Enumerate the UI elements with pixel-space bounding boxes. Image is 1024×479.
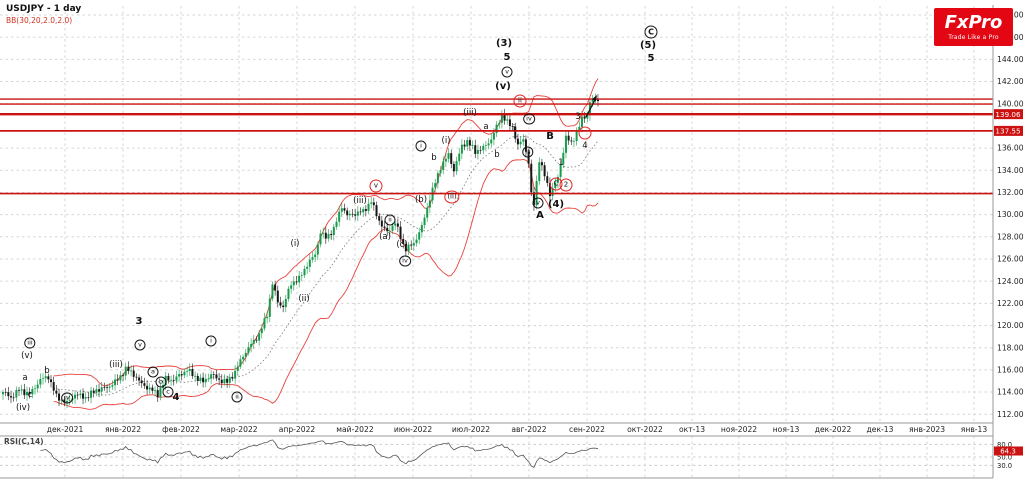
price-tick-label: 136.00: [997, 144, 1024, 153]
date-tick-label: янв-13: [961, 425, 988, 434]
price-tick-label: 124.00: [997, 277, 1024, 286]
date-tick-label: сен-2022: [569, 425, 605, 434]
rsi-tick-label: 50.0: [997, 453, 1012, 461]
bollinger-layer: [53, 78, 599, 410]
date-tick-label: дек-2022: [815, 425, 852, 434]
candles-layer: [2, 93, 599, 409]
price-tick-label: 126.00: [997, 255, 1024, 264]
price-tick-label: 118.00: [997, 343, 1024, 352]
price-tick-label: 114.00: [997, 388, 1024, 397]
date-tick-label: янв-2023: [909, 425, 945, 434]
date-tick-label: окт-13: [679, 425, 705, 434]
date-tick-label: май-2022: [336, 425, 374, 434]
date-tick-label: янв-2022: [105, 425, 141, 434]
date-tick-label: мар-2022: [220, 425, 257, 434]
price-tick-label: 132.00: [997, 188, 1024, 197]
projection-arrow-head: [591, 95, 597, 102]
grid-layer: [0, 6, 993, 478]
price-tick-label: 140.00: [997, 99, 1024, 108]
date-tick-label: ноя-13: [773, 425, 800, 434]
bollinger-label: BB(30,20,2.0,2.0): [6, 16, 73, 25]
price-tick-label: 134.00: [997, 166, 1024, 175]
date-tick-label: дек-13: [867, 425, 894, 434]
fxpro-tagline: Trade Like a Pro: [948, 33, 999, 41]
price-tick-label: 120.00: [997, 321, 1024, 330]
symbol-title: USDJPY - 1 day: [6, 4, 82, 14]
price-tick-label: 116.00: [997, 365, 1024, 374]
fxpro-brand-text: FxPro: [944, 11, 1003, 33]
price-level-tag: 137.55: [995, 127, 1020, 136]
rsi-tick-label: 30.0: [997, 462, 1012, 470]
rsi-indicator-label: RSI(C,14): [4, 437, 44, 446]
date-tick-label: фев-2022: [162, 425, 200, 434]
fxpro-logo: FxPro Trade Like a Pro: [934, 8, 1013, 46]
price-tick-label: 128.00: [997, 232, 1024, 241]
axis-layer: дек-2021 янв-2022 фев-2022 мар-2022 апр-2022…: [0, 5, 1024, 479]
chart-header: USDJPY - 1 day BB(30,20,2.0,2.0): [6, 4, 81, 25]
date-tick-label: авг-2022: [511, 425, 546, 434]
price-tick-label: 142.00: [997, 77, 1024, 86]
rsi-tick-label: 80.0: [997, 441, 1012, 449]
price-tick-label: 122.00: [997, 299, 1024, 308]
price-tick-label: 144.00: [997, 55, 1024, 64]
date-tick-label: июн-2022: [394, 425, 433, 434]
rsi-current-tag: 64.3: [1000, 447, 1016, 455]
price-level-tag: 139.06: [995, 110, 1021, 119]
rsi-layer: 80.0 50.030.0 64.3: [0, 439, 1023, 470]
date-tick-label: июл-2022: [452, 425, 490, 434]
projection-arrow: [585, 97, 597, 118]
date-tick-label: дек-2021: [47, 425, 84, 434]
levels-layer: 139.06 137.55: [0, 98, 1023, 195]
date-tick-label: ноя-2022: [721, 425, 757, 434]
price-tick-label: 112.00: [997, 410, 1024, 419]
date-tick-label: окт-2022: [627, 425, 663, 434]
date-tick-label: апр-2022: [279, 425, 316, 434]
price-tick-label: 130.00: [997, 210, 1024, 219]
